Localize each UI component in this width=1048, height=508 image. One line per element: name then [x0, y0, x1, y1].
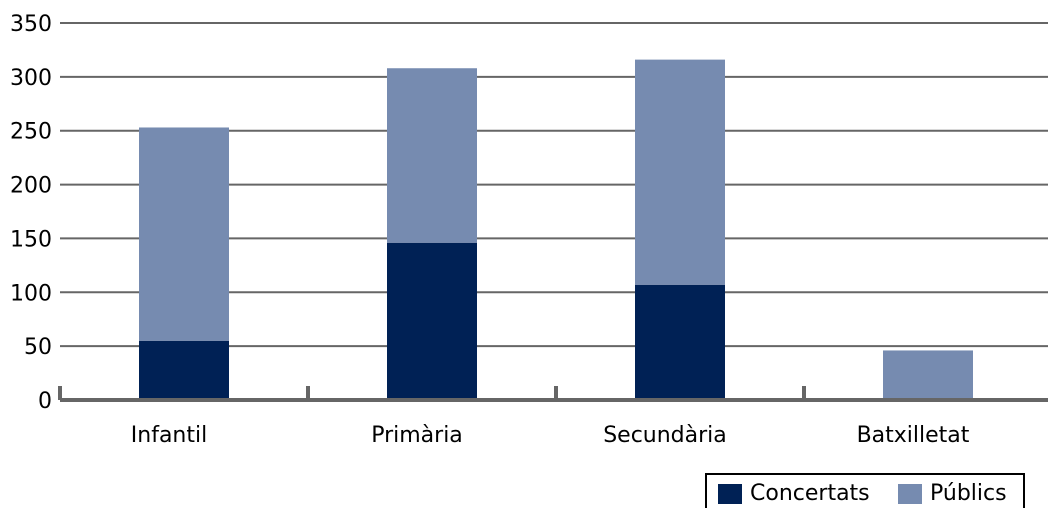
category-labels: Infantil Primària Secundària Batxilletat: [131, 423, 970, 448]
legend-swatch-publics: [898, 484, 922, 504]
y-tick-label: 0: [38, 389, 52, 414]
y-tick-label: 100: [10, 281, 52, 306]
bar-públics-0: [139, 127, 229, 341]
legend-label-publics: Públics: [930, 481, 1007, 506]
bar-públics-1: [387, 68, 477, 243]
x-category-label: Batxilletat: [857, 423, 970, 448]
legend-box: [705, 473, 1025, 508]
bars: [139, 59, 973, 400]
y-tick-label: 250: [10, 120, 52, 145]
legend-swatch-concertats: [718, 484, 742, 504]
y-tick-label: 150: [10, 227, 52, 252]
y-axis-ticks: 0 50 100 150 200 250 300 350: [10, 12, 52, 414]
x-category-label: Primària: [371, 423, 463, 448]
bar-públics-3: [883, 350, 973, 400]
y-tick-label: 200: [10, 174, 52, 199]
bar-concertats-0: [139, 340, 229, 400]
x-category-label: Secundària: [603, 423, 727, 448]
x-axis: [58, 386, 1048, 402]
legend-label-concertats: Concertats: [750, 481, 870, 506]
y-tick-label: 350: [10, 12, 52, 37]
bar-concertats-1: [387, 242, 477, 400]
x-category-label: Infantil: [131, 423, 207, 448]
y-tick-label: 300: [10, 66, 52, 91]
bar-concertats-2: [635, 284, 725, 400]
bar-públics-2: [635, 59, 725, 285]
legend: Concertats Públics: [705, 473, 1025, 508]
y-tick-label: 50: [24, 335, 52, 360]
